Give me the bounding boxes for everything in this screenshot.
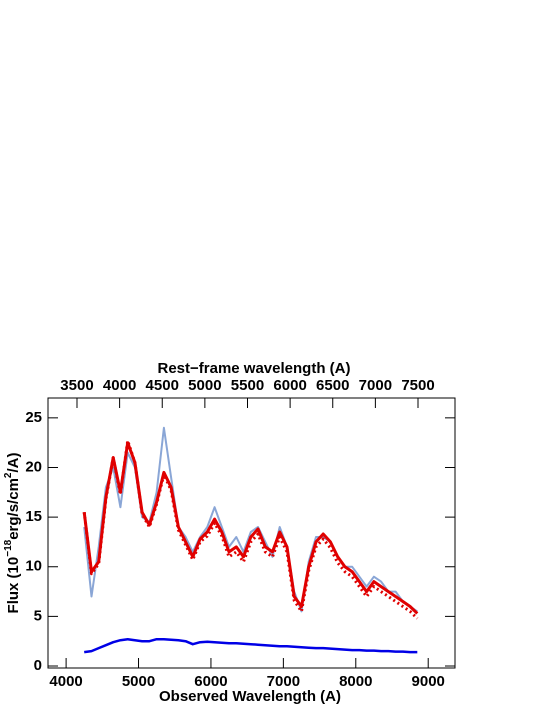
x-tick-label: 4000 — [49, 673, 82, 690]
x2-tick-label: 4500 — [146, 377, 179, 394]
x2-tick-label: 4000 — [103, 377, 136, 394]
y-title-sup: −18 — [3, 539, 14, 556]
y-title-part: Flux (10 — [5, 557, 22, 614]
x-tick-label: 9000 — [412, 673, 445, 690]
x-axis-title: Observed Wavelength (A) — [159, 688, 341, 705]
x2-tick-label: 7500 — [401, 377, 434, 394]
spectrum-line — [82, 441, 419, 615]
y-title-part: /A) — [5, 453, 22, 473]
x2-tick-label: 5000 — [188, 377, 221, 394]
y-title-sup: 2 — [3, 472, 14, 478]
y-tick-label: 0 — [34, 657, 42, 674]
x2-tick-label: 5500 — [231, 377, 264, 394]
plot-frame — [47, 397, 456, 669]
x-tick-label: 7000 — [267, 673, 300, 690]
x2-tick-label: 6500 — [316, 377, 349, 394]
y-title-part: erg/s/cm — [5, 478, 22, 540]
spectrum-line — [84, 637, 418, 654]
y-tick-label: 5 — [34, 607, 42, 624]
spectrum-line — [83, 426, 418, 613]
x-tick-label: 6000 — [194, 673, 227, 690]
y-tick-label: 25 — [25, 409, 42, 426]
y-tick-label: 10 — [25, 558, 42, 575]
top-axis-title: Rest−frame wavelength (A) — [158, 360, 351, 377]
y-tick-label: 15 — [25, 508, 42, 525]
x2-tick-label: 3500 — [60, 377, 93, 394]
y-tick-label: 20 — [25, 458, 42, 475]
y-axis-title: Flux (10−18erg/s/cm2/A) — [3, 453, 22, 614]
x-tick-label: 5000 — [122, 673, 155, 690]
x-tick-label: 8000 — [339, 673, 372, 690]
x2-tick-label: 7000 — [359, 377, 392, 394]
x2-tick-label: 6000 — [273, 377, 306, 394]
